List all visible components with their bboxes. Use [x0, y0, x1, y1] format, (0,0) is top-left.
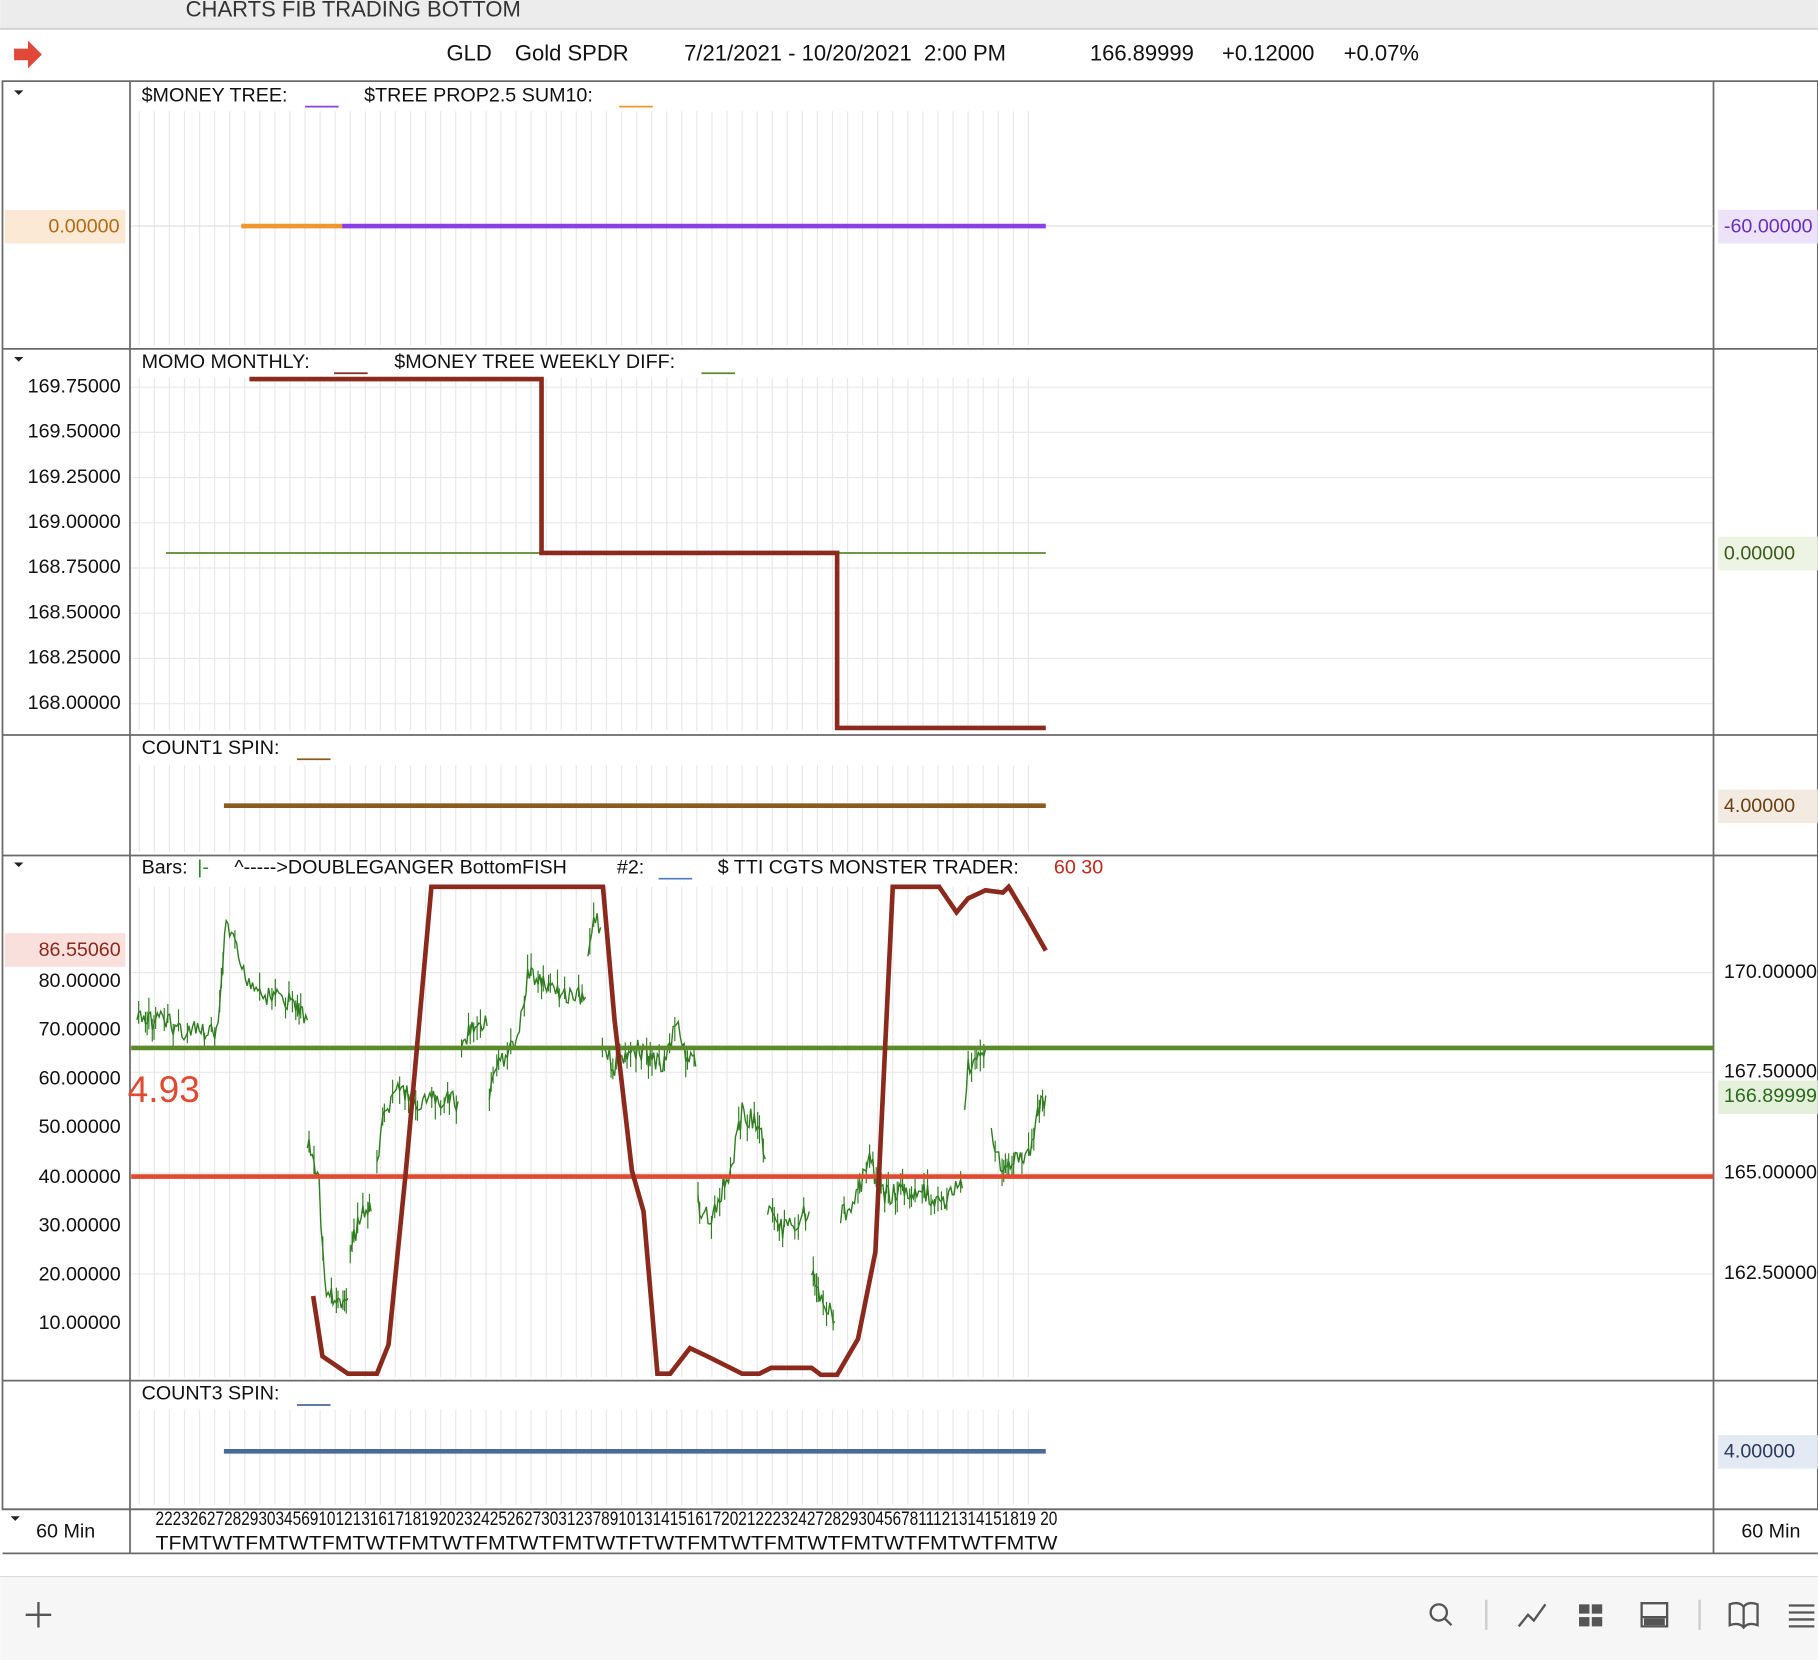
- price-path: [810, 1270, 836, 1325]
- value-box: [1718, 209, 1818, 244]
- right-label: 167.50000: [1724, 1060, 1817, 1082]
- right-label: 4.00000: [1724, 1441, 1795, 1463]
- symbol-name: Gold SPDR: [515, 40, 629, 65]
- legend: #2:: [617, 856, 644, 878]
- legend: $ TTI CGTS MONSTER TRADER:: [718, 856, 1019, 878]
- legend: COUNT3 SPIN:: [142, 1383, 280, 1405]
- overlay-value: 4.93: [128, 1068, 200, 1110]
- symbol: GLD: [446, 40, 491, 65]
- right-label: 4.00000: [1724, 795, 1795, 817]
- panel-collapse-arrows[interactable]: [10, 90, 24, 1521]
- legend: MOMO MONTHLY:: [142, 351, 310, 373]
- value-box: [1718, 1080, 1818, 1115]
- price-path: [587, 913, 602, 957]
- legend: |-: [197, 856, 209, 878]
- separator: [1485, 1599, 1701, 1630]
- last-price: 166.89999: [1090, 40, 1194, 65]
- legend: $TREE PROP2.5 SUM10:: [364, 84, 593, 106]
- right-label: 170.00000: [1724, 961, 1817, 983]
- price-path: [306, 1138, 349, 1309]
- indicator-line: [249, 376, 1046, 731]
- left-label: 70.00000: [39, 1019, 121, 1041]
- price-path: [697, 1102, 766, 1225]
- price-path: [349, 1201, 372, 1252]
- right-label: 162.50000: [1724, 1262, 1817, 1284]
- left-label: 20.00000: [39, 1263, 121, 1285]
- left-label: 168.75000: [28, 556, 121, 578]
- value-box: [1718, 1435, 1818, 1469]
- value-box: [4, 933, 126, 967]
- price-path: [839, 1152, 964, 1224]
- interval[interactable]: 60 Min: [36, 1521, 95, 1543]
- left-label: 169.50000: [28, 421, 121, 443]
- header-bar: [0, 28, 1818, 82]
- panel-dividers: [2, 348, 1818, 1555]
- monster-trader-line: [310, 883, 1048, 1378]
- right-label: 0.00000: [1724, 542, 1795, 564]
- left-label: 169.75000: [28, 375, 121, 397]
- price-path: [600, 1019, 697, 1077]
- right-label: -60.00000: [1724, 215, 1813, 237]
- arrow-icon[interactable]: [14, 40, 42, 69]
- legend: 60 30: [1054, 856, 1103, 878]
- left-label: 169.25000: [28, 466, 121, 488]
- right-label: 166.89999: [1724, 1085, 1817, 1107]
- left-label: 30.00000: [39, 1215, 121, 1237]
- window-title: CHARTS FIB TRADING BOTTOM: [186, 0, 521, 21]
- line-tool-button[interactable]: [1517, 1603, 1547, 1628]
- price-path: [376, 1080, 459, 1162]
- legend: COUNT1 SPIN:: [142, 737, 280, 759]
- legend: Bars:: [142, 856, 188, 878]
- legend: $MONEY TREE:: [142, 84, 288, 106]
- layout-button[interactable]: [1640, 1602, 1669, 1628]
- menu-button[interactable]: [1788, 1604, 1815, 1628]
- left-label: 168.00000: [28, 692, 121, 714]
- weekday-labels: TFMTWTFMTWTFMTWTFMTWTFMTWTFMTWTFTWTFMTWT…: [156, 1532, 1058, 1554]
- left-label: 10.00000: [39, 1312, 121, 1334]
- toolbar: [0, 1576, 1818, 1660]
- price-path: [488, 966, 587, 1100]
- price-path: [460, 1015, 488, 1048]
- price-bars: [136, 902, 1047, 1331]
- header-info: GLD Gold SPDR 7/21/2021 - 10/20/2021 2:0…: [446, 40, 1419, 65]
- left-label: 50.00000: [39, 1116, 121, 1138]
- price-path: [990, 1094, 1047, 1173]
- left-label: 40.00000: [39, 1166, 121, 1188]
- legend: $MONEY TREE WEEKLY DIFF:: [394, 351, 675, 373]
- value-box: [1718, 789, 1818, 824]
- value-box: [1718, 536, 1818, 571]
- change-pct: +0.07%: [1344, 40, 1419, 65]
- left-label: 168.25000: [28, 647, 121, 669]
- change: +0.12000: [1222, 40, 1314, 65]
- legend: ^----->DOUBLEGANGER BottomFISH: [234, 856, 567, 878]
- date-range: 7/21/2021 - 10/20/2021 2:00 PM: [684, 40, 1006, 65]
- search-button[interactable]: [1429, 1603, 1453, 1627]
- layout-fill: [1643, 1618, 1665, 1626]
- left-label: 60.00000: [39, 1067, 121, 1089]
- interval[interactable]: 60 Min: [1741, 1521, 1800, 1543]
- left-label: 86.55060: [39, 939, 121, 961]
- add-button[interactable]: [25, 1602, 52, 1628]
- date-labels: 2223262728293034569101213161718192023242…: [156, 1508, 1058, 1530]
- left-label: 0.00000: [48, 215, 119, 237]
- right-label: 165.00000: [1724, 1161, 1817, 1183]
- grid-button[interactable]: [1579, 1604, 1603, 1627]
- price-path: [963, 1048, 987, 1110]
- value-box: [4, 209, 126, 244]
- book-button[interactable]: [1728, 1601, 1759, 1630]
- title-bar: [0, 0, 1818, 29]
- left-label: 80.00000: [39, 970, 121, 992]
- left-label: 168.50000: [28, 601, 121, 623]
- price-path: [136, 918, 309, 1043]
- left-label: 169.00000: [28, 511, 121, 533]
- price-path: [766, 1204, 810, 1239]
